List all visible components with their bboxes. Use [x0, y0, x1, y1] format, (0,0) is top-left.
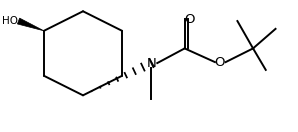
- Text: HO: HO: [1, 16, 18, 26]
- Polygon shape: [17, 18, 44, 31]
- Text: N: N: [147, 57, 156, 70]
- Text: O: O: [215, 56, 225, 69]
- Text: O: O: [184, 13, 195, 26]
